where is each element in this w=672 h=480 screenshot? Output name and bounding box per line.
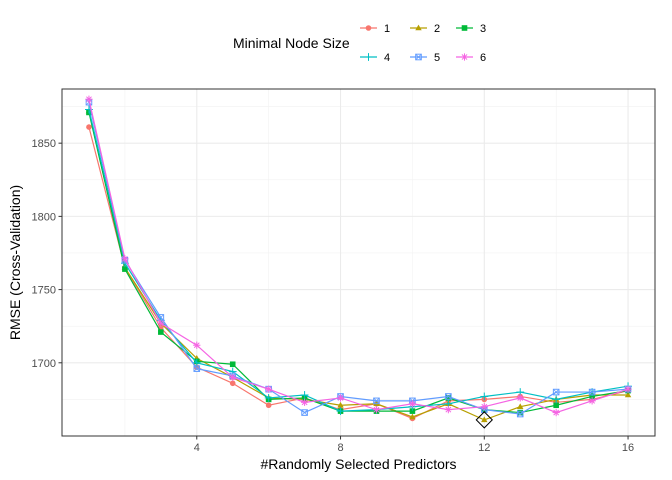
legend-item-4: 4: [360, 52, 390, 64]
x-tick-label: 4: [194, 442, 200, 454]
data-point-6: [157, 319, 165, 327]
data-point-3: [229, 361, 236, 368]
legend-key-2: [415, 24, 422, 31]
plot-panel-border: [61, 88, 656, 437]
data-point-1: [86, 124, 92, 130]
legend-item-3: 3: [456, 23, 486, 35]
series-line-3: [88, 112, 629, 414]
data-point-2: [624, 391, 632, 398]
data-point-6: [336, 394, 345, 402]
legend-label: 1: [384, 23, 390, 35]
x-axis-title: #Randomly Selected Predictors: [260, 456, 456, 472]
data-point-3: [158, 329, 164, 335]
data-point-6: [408, 400, 417, 408]
data-point-5: [301, 409, 308, 416]
series-layer: [85, 95, 632, 423]
data-point-6: [516, 394, 524, 402]
y-tick-label: 1750: [32, 285, 56, 297]
data-point-6: [624, 385, 632, 393]
data-point-1: [265, 402, 272, 409]
y-axis: 1700 1750 1800 1850: [32, 138, 62, 370]
x-axis: 4 8 12 16: [194, 436, 634, 454]
data-point-5: [516, 410, 524, 418]
data-point-4: [552, 395, 561, 404]
legend-label: 5: [434, 52, 440, 64]
series-line-6: [88, 99, 629, 414]
plot-panel: [62, 89, 655, 436]
x-tick-label: 8: [337, 442, 343, 454]
legend-label: 2: [434, 23, 440, 35]
y-tick-label: 1800: [32, 211, 56, 223]
data-point-1: [229, 380, 236, 387]
x-tick-label: 12: [478, 442, 490, 454]
data-point-5: [552, 388, 560, 396]
data-point-6: [588, 397, 596, 405]
y-axis-title: RMSE (Cross-Validation): [7, 185, 23, 340]
data-point-2: [481, 416, 488, 423]
legend-item-2: 2: [410, 23, 440, 35]
data-point-6: [265, 385, 273, 393]
data-point-4: [336, 407, 345, 416]
data-point-3: [445, 395, 452, 401]
data-point-5: [373, 397, 380, 405]
legend: Minimal Node Size 1 2 3 4 5 6: [233, 23, 486, 64]
data-point-6: [121, 255, 129, 263]
legend-item-6: 6: [456, 52, 486, 64]
legend-item-5: 5: [410, 52, 440, 64]
data-point-6: [444, 406, 452, 414]
legend-title: Minimal Node Size: [233, 35, 350, 51]
data-point-6: [300, 398, 309, 406]
data-point-5: [193, 365, 201, 372]
series-line-5: [88, 102, 629, 415]
data-point-5: [588, 388, 596, 396]
data-point-3: [517, 409, 524, 416]
data-point-3: [553, 402, 559, 409]
series-6: [85, 95, 632, 417]
legend-item-1: 1: [360, 23, 390, 35]
data-point-6: [193, 341, 201, 349]
data-point-6: [480, 403, 488, 411]
legend-key-5: [415, 53, 422, 61]
legend-key-6: [460, 53, 469, 61]
data-point-3: [589, 393, 595, 400]
best-point-diamond: [475, 411, 493, 429]
annotation-layer: [475, 411, 493, 429]
data-point-4: [264, 394, 273, 402]
x-tick-label: 16: [622, 442, 634, 454]
legend-label: 6: [480, 52, 486, 64]
data-point-2: [409, 413, 416, 420]
data-point-6: [229, 373, 237, 382]
legend-key-3: [461, 25, 468, 31]
legend-key-1: [365, 25, 372, 31]
data-point-5: [445, 393, 452, 400]
data-point-2: [517, 403, 524, 409]
legend-key-4: [364, 53, 373, 61]
data-point-4: [300, 391, 309, 399]
data-point-3: [122, 266, 128, 272]
data-point-6: [372, 406, 381, 414]
data-point-6: [552, 408, 560, 417]
legend-label: 4: [384, 52, 390, 64]
series-line-4: [88, 109, 629, 412]
legend-label: 3: [480, 23, 486, 35]
data-point-6: [85, 95, 93, 103]
major-gridlines: [62, 89, 655, 436]
y-tick-label: 1700: [32, 358, 56, 370]
y-tick-label: 1850: [32, 138, 56, 150]
data-point-3: [409, 408, 416, 414]
data-point-4: [480, 392, 489, 401]
data-point-2: [337, 401, 344, 408]
